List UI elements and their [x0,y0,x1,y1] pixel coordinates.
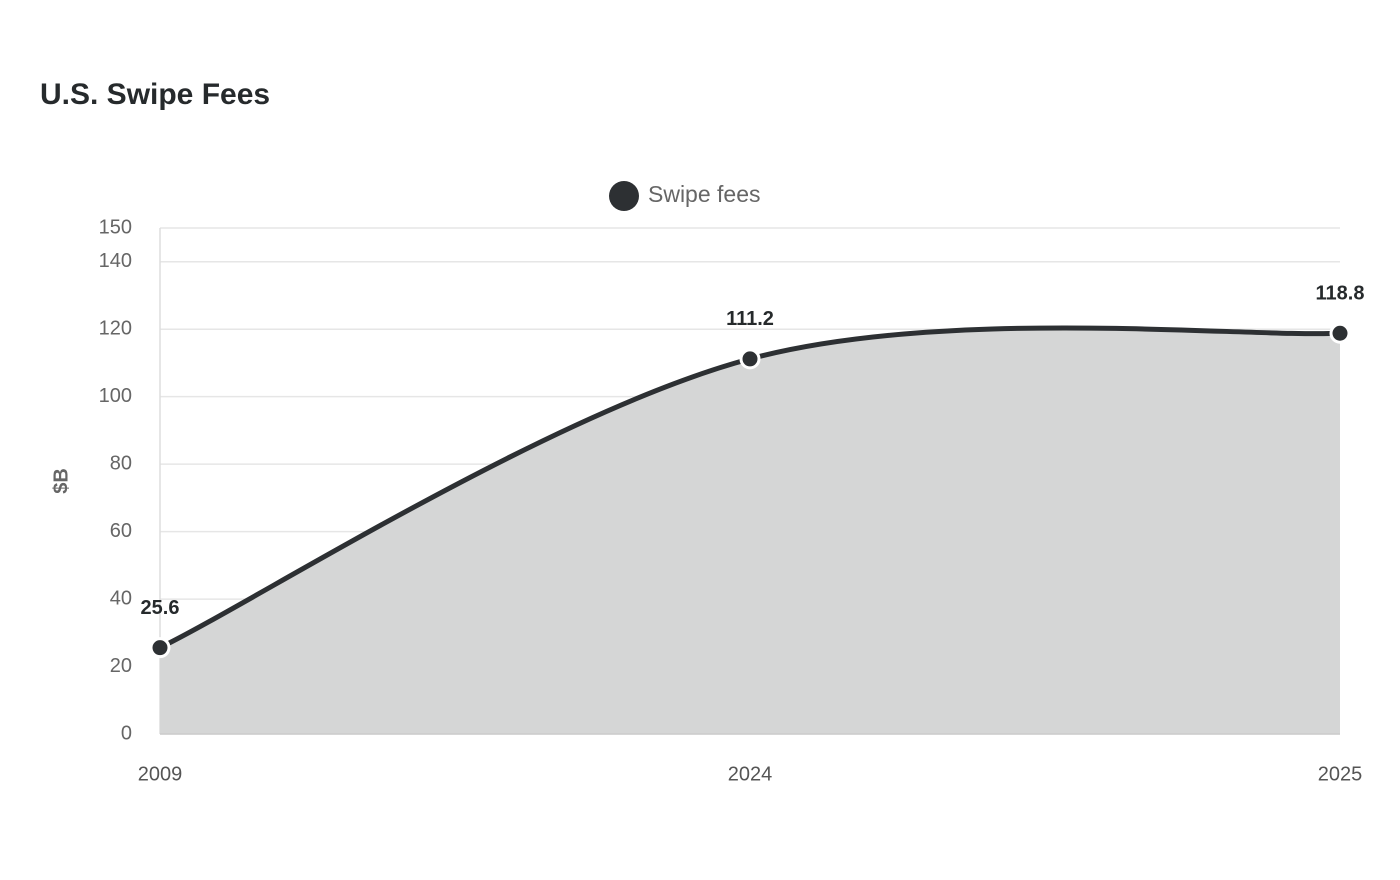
y-axis-label: $B [50,468,72,494]
point [1329,322,1351,344]
y-tick-label: 100 [99,385,132,407]
data-label: 118.8 [1316,283,1365,305]
y-tick-label: 40 [110,587,132,609]
point [739,348,761,370]
y-tick-label: 20 [110,655,132,677]
x-tick-label: 2024 [728,763,773,785]
legend-marker [609,181,639,211]
data-label: 25.6 [141,597,180,619]
x-tick-label: 2025 [1318,763,1363,785]
y-tick-label: 150 [99,216,132,238]
data-label: 111.2 [726,308,774,330]
y-tick-label: 80 [110,452,132,474]
point [149,637,171,659]
y-tick-label: 120 [99,317,132,339]
y-tick-label: 60 [110,520,132,542]
y-tick-label: 0 [121,722,132,744]
x-tick-label: 2009 [138,763,183,785]
y-tick-label: 140 [99,250,132,272]
chart-title: U.S. Swipe Fees [40,78,270,111]
area-fill [160,327,1340,734]
legend-label: Swipe fees [648,181,761,207]
